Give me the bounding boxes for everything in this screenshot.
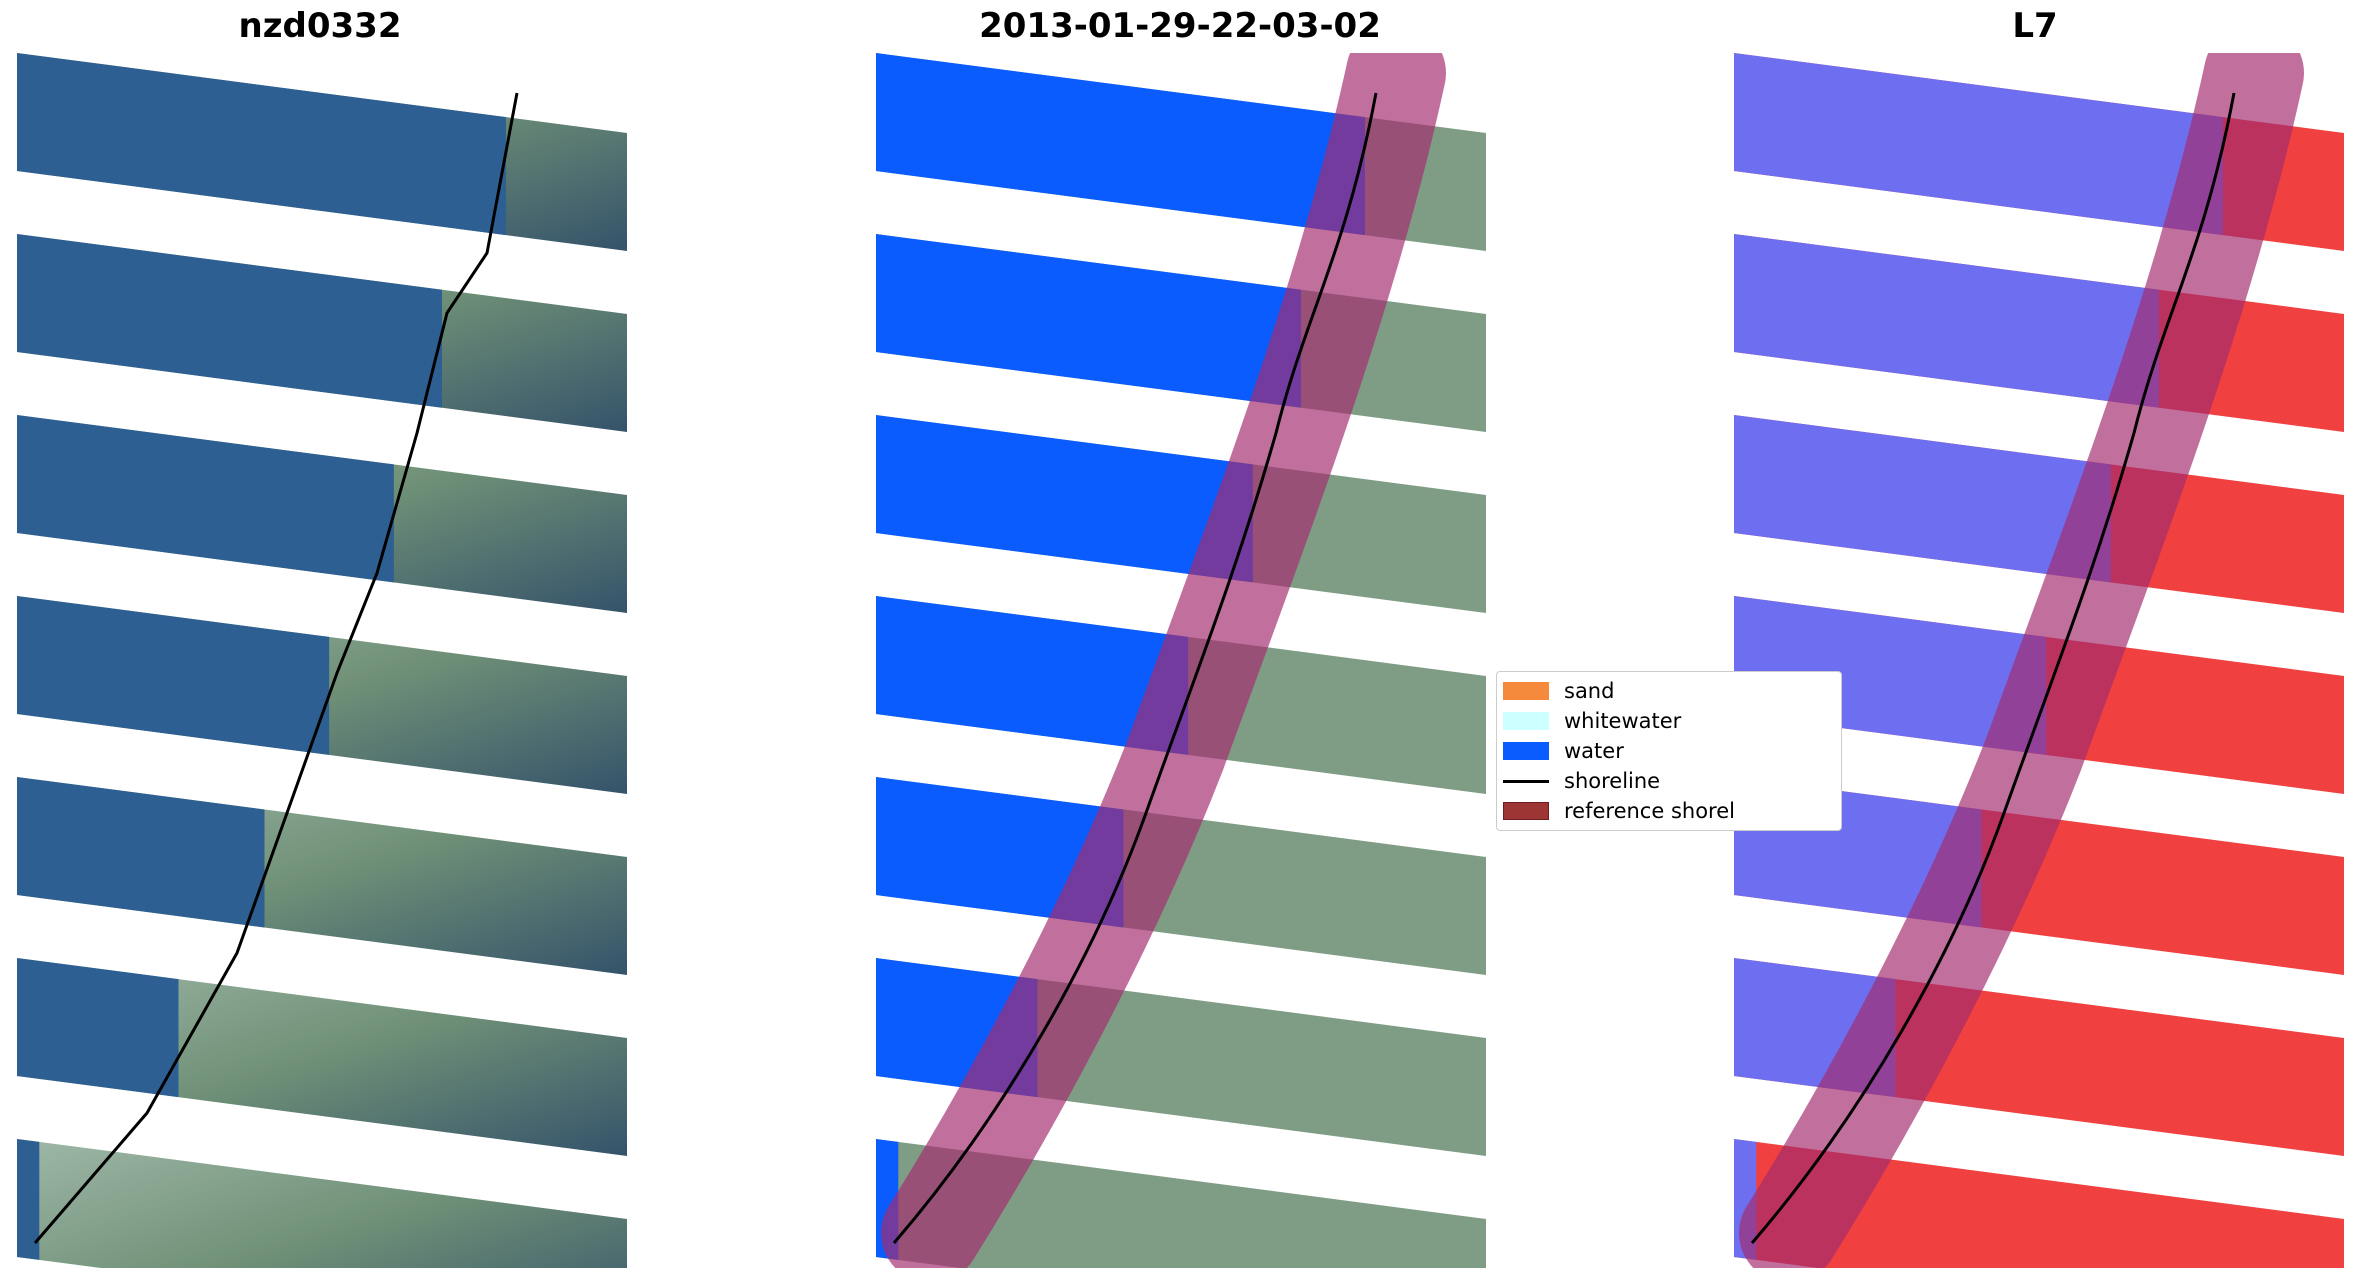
legend-item-reference-shoreline: reference shorel bbox=[1503, 796, 1735, 826]
index-image bbox=[1734, 53, 2344, 1268]
legend-item-shoreline: shoreline bbox=[1503, 766, 1660, 796]
image-stripe-water bbox=[876, 234, 1301, 408]
image-stripe-water bbox=[1734, 234, 2159, 408]
shoreline-swatch bbox=[1503, 779, 1549, 783]
image-stripe-water bbox=[17, 1139, 40, 1260]
legend-item-water: water bbox=[1503, 736, 1624, 766]
classified-image-panel bbox=[876, 53, 1486, 1268]
classified-image bbox=[876, 53, 1486, 1268]
legend-label: water bbox=[1564, 739, 1624, 763]
whitewater-swatch bbox=[1503, 712, 1549, 730]
reference-shoreline-buffer-index bbox=[1739, 53, 2304, 1268]
rgb-image-panel bbox=[17, 53, 627, 1268]
rgb-image bbox=[17, 53, 627, 1268]
legend-label: whitewater bbox=[1564, 709, 1682, 733]
image-stripe-water bbox=[17, 53, 506, 236]
shoreline-line-index bbox=[1750, 92, 2236, 1244]
image-stripe-water bbox=[17, 415, 394, 583]
legend-item-sand: sand bbox=[1503, 676, 1614, 706]
image-stripe-water bbox=[876, 415, 1253, 583]
shoreline-line bbox=[892, 92, 1378, 1244]
image-stripe-water bbox=[1734, 53, 2223, 236]
image-stripe-water bbox=[17, 234, 442, 408]
water-swatch bbox=[1503, 742, 1549, 760]
legend-label: sand bbox=[1564, 679, 1615, 703]
image-stripe-water bbox=[876, 596, 1189, 755]
legend-item-whitewater: whitewater bbox=[1503, 706, 1681, 736]
image-stripe-land bbox=[17, 1139, 627, 1268]
image-stripe-land bbox=[1734, 1139, 2344, 1268]
panel-title-rgb: nzd0332 bbox=[238, 6, 402, 46]
panel-title-classified: 2013-01-29-22-03-02 bbox=[979, 6, 1381, 46]
legend-label: shoreline bbox=[1564, 769, 1661, 793]
legend: sand whitewater water shoreline referenc… bbox=[1496, 671, 1842, 831]
image-stripe-water bbox=[1734, 415, 2111, 583]
stripes-rgb bbox=[17, 53, 627, 1268]
image-stripe-land bbox=[876, 1139, 1486, 1268]
legend-label: reference shorel bbox=[1564, 799, 1735, 823]
sand-swatch bbox=[1503, 682, 1549, 700]
image-stripe-water bbox=[876, 777, 1124, 928]
image-stripe-water bbox=[17, 958, 179, 1098]
index-image-panel bbox=[1734, 53, 2344, 1268]
reference-shoreline-buffer bbox=[881, 53, 1446, 1268]
panel-title-index: L7 bbox=[2012, 6, 2058, 46]
image-stripe-water bbox=[876, 53, 1365, 236]
reference-shoreline-swatch bbox=[1503, 802, 1549, 820]
shoreline-line-rgb bbox=[33, 92, 519, 1244]
image-stripe-water bbox=[17, 596, 330, 755]
image-stripe-water bbox=[17, 777, 265, 928]
